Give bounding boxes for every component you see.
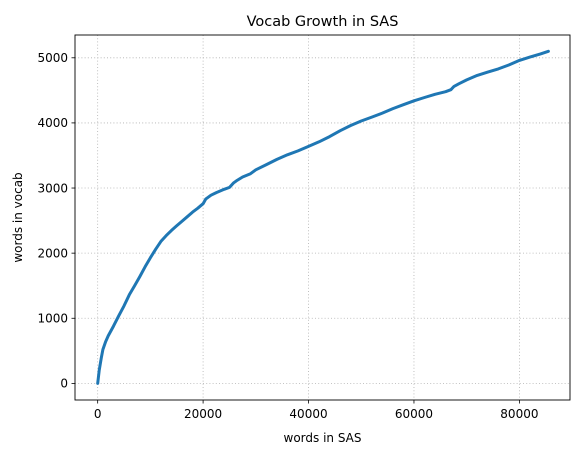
- y-tick-label: 1000: [37, 312, 68, 326]
- series-line: [96, 49, 550, 385]
- x-tick-label: 20000: [184, 407, 222, 421]
- x-tick-label: 0: [94, 407, 102, 421]
- chart-title: Vocab Growth in SAS: [247, 14, 399, 30]
- grid: [75, 35, 570, 400]
- ticks: 0 20000 40000 60000 80000 0 1000 2000 3000 4000 50…: [37, 51, 538, 421]
- y-tick-label: 3000: [37, 181, 68, 195]
- x-tick-label: 80000: [500, 407, 538, 421]
- y-tick-label: 5000: [37, 51, 68, 65]
- y-tick-label: 2000: [37, 246, 68, 260]
- x-tick-label: 40000: [289, 407, 327, 421]
- x-axis-label: words in SAS: [284, 431, 362, 445]
- y-tick-label: 4000: [37, 116, 68, 130]
- series-layer: [96, 49, 550, 385]
- y-axis-label: words in vocab: [11, 172, 25, 262]
- y-tick-label: 0: [60, 377, 68, 391]
- x-tick-label: 60000: [395, 407, 433, 421]
- plot-area-frame: [74, 34, 571, 401]
